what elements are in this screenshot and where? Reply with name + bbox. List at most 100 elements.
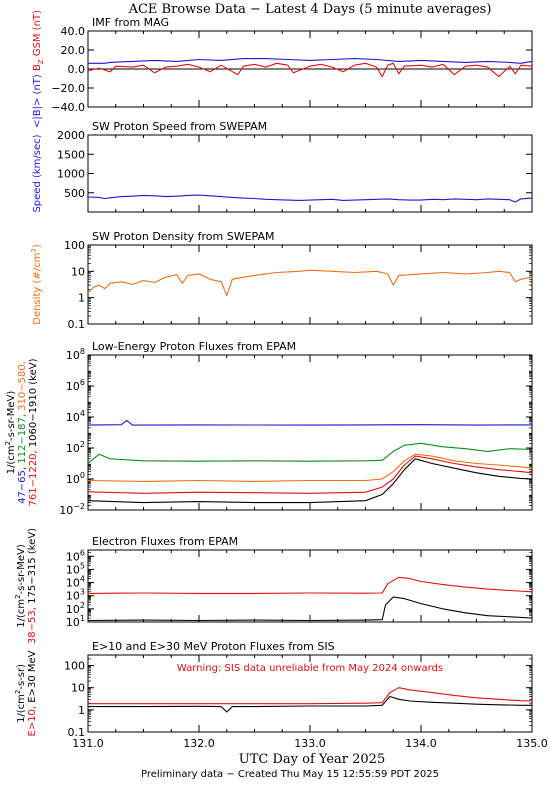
y-tick-label: 104 [66, 575, 85, 590]
y-axis-label-part: -s-sr-MeV) [16, 544, 27, 594]
y-tick-label-base: 10 [66, 442, 80, 455]
y-tick-label-exp: 2 [80, 440, 85, 449]
series-group [88, 576, 532, 622]
series-line-blue [88, 419, 532, 426]
y-tick-label: 104 [66, 409, 85, 424]
y-axis-label-part: -s-sr-MeV) [6, 391, 17, 441]
y-tick-label-exp: 1 [80, 614, 85, 623]
y-tick-label: 106 [66, 548, 85, 563]
y-tick-label: 102 [66, 440, 85, 455]
series-line-red [88, 687, 532, 705]
x-tick-label: 134.0 [405, 737, 437, 750]
panel-speed: 500 1000 1500 2000 SW Proton Speed from SWEP… [32, 120, 533, 213]
panel-mag: −40.0 −20.0 0.0 20.0 40.0 IMF from MAG <|B|> (… [32, 10, 533, 128]
channel-label-row: 47−65, 112−187, 310−580, [17, 361, 28, 504]
y-axis-label-part: 1/(cm [6, 445, 17, 474]
y-tick-label: 103 [66, 588, 85, 603]
series-group [88, 269, 532, 297]
superscript: 2 [14, 594, 22, 598]
y-tick-label: 100 [64, 660, 85, 673]
x-tick-label: 132.0 [183, 737, 215, 750]
y-axis-label: Speed (km/sec) [32, 134, 43, 212]
series-line-orange [88, 269, 532, 297]
y-tick-label-base: 10 [66, 563, 80, 576]
x-tick-label: 133.0 [294, 737, 326, 750]
y-axis-label-part: -s-sr) [16, 664, 27, 690]
y-axis-label-part: 1/(cm [16, 599, 27, 628]
y-tick-label: 0.1 [68, 726, 86, 739]
y-axis-label-part: 310−580, [17, 361, 28, 414]
y-tick-label: 1 [78, 292, 85, 305]
channel-label-row: 761−1220, 1060−1910 (keV) [28, 358, 39, 506]
superscript: 2 [4, 441, 12, 445]
series-group [88, 58, 532, 78]
y-tick-label: 106 [66, 378, 85, 393]
y-axis-label: 1/(cm2-s-sr-MeV) [14, 544, 27, 628]
panel-title: SW Proton Density from SWEPAM [92, 230, 274, 243]
x-tick-label: 135.0 [516, 737, 548, 750]
page-title: ACE Browse Data − Latest 4 Days (5 minut… [128, 2, 492, 17]
y-tick-label-exp: 4 [80, 409, 85, 418]
series-line-red [88, 455, 532, 494]
y-tick-label-base: 10 [66, 349, 80, 362]
y-tick-label: 0.0 [68, 63, 86, 76]
y-tick-label-exp: 2 [80, 601, 85, 610]
y-tick-label-base: 10 [59, 504, 73, 517]
plot-frame [87, 549, 533, 623]
y-tick-label-base: 10 [66, 616, 80, 629]
y-axis-label: <|B|> (nT) BZ GSM (nT) [32, 10, 45, 128]
y-axis-label: 1/(cm2-s-sr-MeV) [4, 391, 17, 475]
y-axis-label-part: 38−53, [27, 607, 38, 644]
y-tick-label-base: 10 [66, 380, 80, 393]
y-tick-label: 108 [66, 347, 85, 362]
panel-density: 0.1 1 10 100 SW Proton Density from SWEPAM De… [30, 230, 533, 331]
series-line-black [88, 458, 532, 504]
y-axis-label-part: ) [32, 244, 43, 248]
y-axis-label-part: GSM (nT) [32, 10, 43, 59]
y-axis-label-part: 761−1220, [28, 450, 39, 506]
plot-frame [87, 244, 533, 325]
panel-title: IMF from MAG [92, 16, 169, 29]
series-line-black [88, 596, 532, 622]
panel-title: SW Proton Speed from SWEPAM [92, 120, 267, 133]
channel-label-row: E>10, E>30 MeV [27, 650, 38, 736]
y-axis-label: Density (#/cm3) [30, 244, 43, 325]
y-tick-label-base: 10 [66, 550, 80, 563]
y-tick-label: 1 [78, 704, 85, 717]
y-tick-label-base: 10 [66, 473, 80, 486]
y-tick-label-base: 10 [66, 577, 80, 590]
superscript: 2 [14, 690, 22, 694]
x-axis-title: UTC Day of Year 2025 [239, 752, 385, 767]
panels: −40.0 −20.0 0.0 20.0 40.0 IMF from MAG <|B|> (… [4, 10, 548, 750]
y-axis-label-part: E>30 MeV [27, 650, 38, 706]
y-axis-label-part: Density (#/cm [32, 253, 43, 325]
y-tick-label-exp: 3 [80, 588, 85, 597]
series-line-red [88, 576, 532, 594]
series-group [88, 194, 532, 203]
y-tick-label-exp: 6 [80, 378, 85, 387]
y-tick-label: 102 [66, 601, 85, 616]
subscript: Z [37, 59, 45, 64]
series-group [88, 687, 532, 713]
y-tick-label: 101 [66, 614, 85, 629]
warning-annotation: Warning: SIS data unreliable from May 20… [177, 663, 443, 674]
y-tick-label-base: 10 [66, 411, 80, 424]
y-tick-label-exp: 0 [80, 471, 85, 480]
y-axis-label-part: B [32, 64, 43, 74]
series-line-blue [88, 194, 532, 203]
panel-title: E>10 and E>30 MeV Proton Fluxes from SIS [92, 640, 335, 653]
y-axis-label: 1/(cm2-s-sr) [14, 664, 27, 723]
y-tick-label: 10−2 [59, 502, 85, 517]
y-tick-label-base: 10 [66, 603, 80, 616]
y-axis-label-part: 1060−1910 (keV) [28, 358, 39, 450]
y-tick-label: 2000 [57, 129, 85, 142]
y-tick-label: 100 [64, 239, 85, 252]
y-tick-label: 10 [71, 682, 85, 695]
series-line-orange [88, 453, 532, 482]
series-group [88, 419, 532, 504]
y-tick-label: 105 [66, 561, 85, 576]
y-tick-label: 10 [71, 265, 85, 278]
